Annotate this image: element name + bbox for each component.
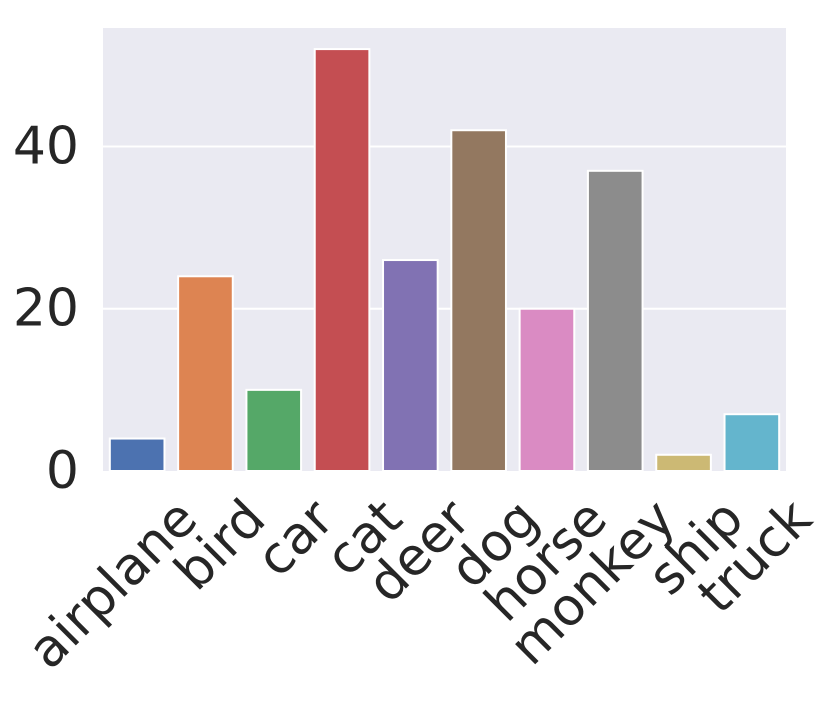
bar-dog xyxy=(450,129,507,472)
bars xyxy=(108,48,781,473)
y-tick-label: 20 xyxy=(13,279,79,339)
y-axis-ticks: 0 20 40 xyxy=(13,116,79,501)
y-tick-label: 40 xyxy=(13,116,79,176)
bar-monkey xyxy=(586,169,644,473)
bar-truck xyxy=(723,413,781,473)
x-axis-ticks: airplanebirdcarcatdeerdoghorsemonkeyship… xyxy=(17,488,824,681)
bar-cat xyxy=(313,48,371,472)
bar-car xyxy=(245,388,303,472)
bar-airplane xyxy=(108,437,166,472)
bar-horse xyxy=(518,307,576,472)
bar-bird xyxy=(177,275,234,472)
bar-deer xyxy=(382,259,439,472)
x-tick-label-airplane: airplane xyxy=(17,488,209,680)
y-tick-label: 0 xyxy=(46,441,79,501)
bar-ship xyxy=(655,453,712,472)
